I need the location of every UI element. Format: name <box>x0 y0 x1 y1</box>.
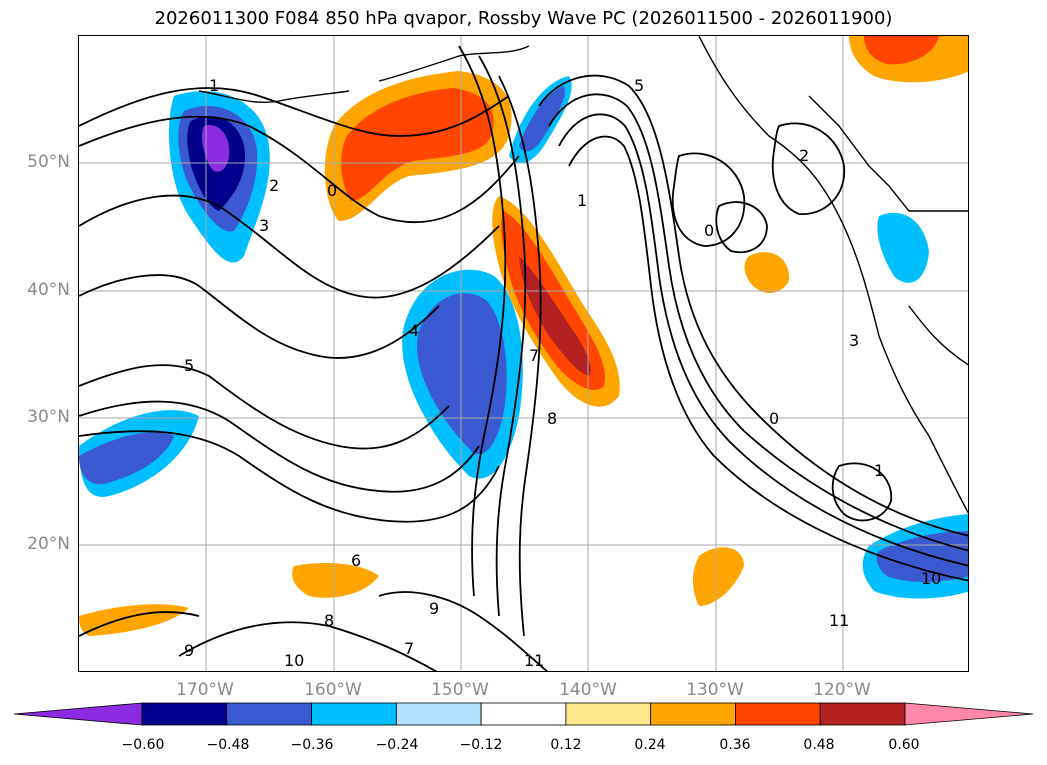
red-anomaly-ne <box>864 36 939 65</box>
colorbar-tick: −0.60 <box>121 737 165 753</box>
contour-label: 5 <box>634 76 644 95</box>
colorbar-segment <box>311 702 397 726</box>
figure-title: 2026011300 F084 850 hPa qvapor, Rossby W… <box>154 8 893 29</box>
colorbar-tick: 0.48 <box>803 737 835 753</box>
lat-label-40n: 40°N <box>27 280 70 300</box>
contour-label: 1 <box>874 461 884 480</box>
contour-label: 0 <box>704 221 714 240</box>
lon-label-160w: 160°W <box>304 680 362 700</box>
contour-label: 4 <box>409 321 419 340</box>
colorbar-segment <box>141 702 228 726</box>
map-plot: 1 2 3 5 0 7 8 4 6 9 10 11 1 2 0 3 5 8 9 … <box>79 36 968 671</box>
colorbar-tick: −0.36 <box>290 737 334 753</box>
orange-anomaly-coast <box>744 252 790 294</box>
colorbar-tick: 0.60 <box>888 737 920 753</box>
purple-anomaly-nw <box>201 125 230 172</box>
colorbar-tick: −0.12 <box>459 737 503 753</box>
contour-label: 0 <box>327 181 337 200</box>
lon-label-170w: 170°W <box>176 680 234 700</box>
blue-anomaly-coast <box>877 212 929 283</box>
colorbar-segment <box>226 702 312 726</box>
lon-label-140w: 140°W <box>559 680 617 700</box>
contour-label: 2 <box>269 176 279 195</box>
graticule <box>79 36 968 671</box>
colorbar-extend-min <box>13 702 143 726</box>
colorbar-tick: 0.36 <box>719 737 751 753</box>
lon-label-150w: 150°W <box>431 680 489 700</box>
map-panel: 1 2 3 5 0 7 8 4 6 9 10 11 1 2 0 3 5 8 9 … <box>78 35 969 672</box>
contour-labels: 1 2 3 5 0 7 8 4 6 9 10 11 1 2 0 3 5 8 9 … <box>184 76 941 670</box>
contour-label: 10 <box>284 651 304 670</box>
contour-label: 3 <box>259 216 269 235</box>
contour-label: 7 <box>404 639 414 658</box>
lat-label-50n: 50°N <box>27 152 70 172</box>
contour-label: 0 <box>769 409 779 428</box>
orange-anomaly-south <box>292 563 379 598</box>
contour-label: 1 <box>577 191 587 210</box>
orange-anomaly-sw <box>79 604 189 636</box>
lat-label-30n: 30°N <box>27 407 70 427</box>
contour-label: 8 <box>547 409 557 428</box>
colorbar-segments <box>13 702 1034 726</box>
royal-anomaly-west <box>79 432 174 485</box>
contour-label: 9 <box>429 599 439 618</box>
orange-anomaly-se <box>693 547 744 606</box>
colorbar-tick: 0.24 <box>634 737 666 753</box>
lon-label-120w: 120°W <box>813 680 871 700</box>
colorbar-tick: −0.24 <box>375 737 419 753</box>
contour-lines <box>79 45 968 671</box>
colorbar-extend-max <box>904 702 1034 726</box>
red-anomaly-north <box>341 88 494 201</box>
colorbar-segment <box>395 702 482 726</box>
colorbar <box>13 702 1034 726</box>
contour-label: 9 <box>184 641 194 660</box>
contour-label: 11 <box>829 611 849 630</box>
royal-arc-north <box>519 86 565 152</box>
contour-label: 6 <box>351 551 361 570</box>
lon-label-130w: 130°W <box>686 680 744 700</box>
contour-label: 7 <box>529 346 539 365</box>
contour-label: 3 <box>849 331 859 350</box>
colorbar-segment <box>650 702 736 726</box>
colorbar-segment <box>480 702 567 726</box>
contour-label: 1 <box>209 76 219 95</box>
contour-label: 5 <box>184 356 194 375</box>
contour-label: 2 <box>799 146 809 165</box>
royal-anomaly-central <box>417 293 507 455</box>
colorbar-segment <box>819 702 906 726</box>
contour-label: 11 <box>524 651 544 670</box>
brick-band-diagonal <box>519 256 591 376</box>
colorbar-tick: 0.12 <box>550 737 582 753</box>
colorbar-segment <box>735 702 821 726</box>
colorbar-tick: −0.48 <box>206 737 250 753</box>
contour-label: 8 <box>324 611 334 630</box>
lat-label-20n: 20°N <box>27 534 70 554</box>
colorbar-segment <box>565 702 652 726</box>
contour-label: 10 <box>921 569 941 588</box>
coastline <box>198 36 968 514</box>
